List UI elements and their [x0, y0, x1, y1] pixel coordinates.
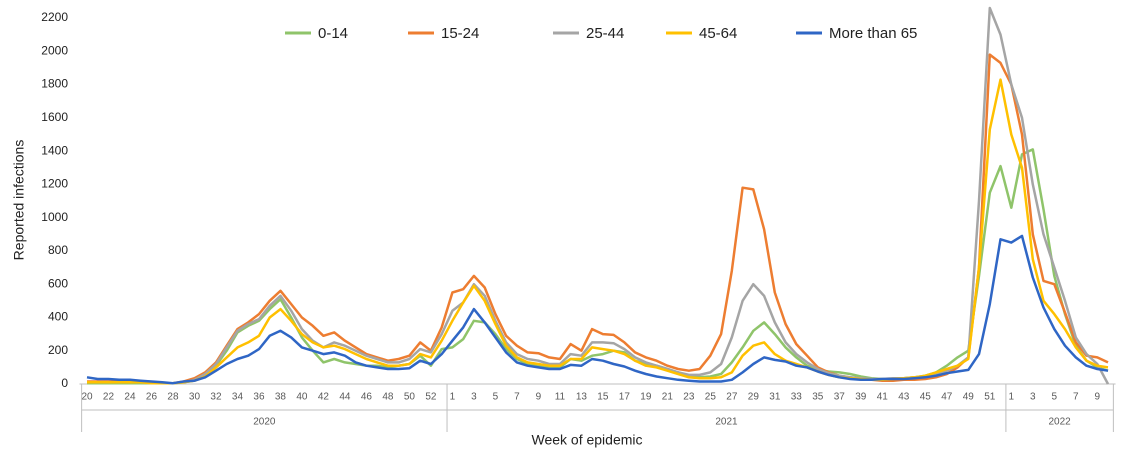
x-tick-label: 45: [920, 392, 932, 403]
x-tick-label: 3: [1030, 392, 1036, 403]
y-tick-label: 2000: [41, 43, 68, 57]
x-tick-label: 7: [1073, 392, 1079, 403]
x-tick-label: 33: [791, 392, 803, 403]
x-tick-label: 21: [662, 392, 674, 403]
x-tick-label: 42: [318, 392, 330, 403]
legend-label: 25-44: [586, 25, 624, 42]
x-tick-label: 5: [1051, 392, 1057, 403]
x-tick-label: 40: [296, 392, 308, 403]
x-tick-label: 36: [253, 392, 265, 403]
x-tick-label: 24: [124, 392, 136, 403]
x-tick-label: 29: [748, 392, 760, 403]
x-tick-label: 5: [493, 392, 499, 403]
y-axis-title: Reported infections: [11, 140, 27, 261]
x-tick-label: 26: [146, 392, 158, 403]
x-tick-label: 46: [361, 392, 373, 403]
y-tick-label: 200: [48, 343, 68, 357]
x-tick-label: 31: [769, 392, 781, 403]
y-tick-label: 1800: [41, 77, 68, 91]
x-axis-title: Week of epidemic: [531, 432, 642, 448]
y-tick-label: 400: [48, 310, 68, 324]
x-tick-label: 23: [683, 392, 695, 403]
x-tick-label: 34: [232, 392, 244, 403]
x-tick-label: 51: [984, 392, 996, 403]
series-line: [87, 78, 1109, 385]
y-tick-label: 1600: [41, 110, 68, 124]
x-tick-label: 32: [210, 392, 222, 403]
x-tick-label: 52: [425, 392, 437, 403]
x-tick-label: 11: [555, 392, 566, 403]
x-tick-label: 28: [167, 392, 179, 403]
y-tick-label: 1400: [41, 143, 68, 157]
x-tick-label: 47: [941, 392, 953, 403]
group-label: 2021: [715, 417, 738, 428]
series-line: [86, 234, 1109, 385]
y-tick-label: 1000: [41, 210, 68, 224]
x-tick-label: 30: [189, 392, 201, 403]
x-tick-label: 3: [471, 392, 477, 403]
legend-label: 15-24: [441, 25, 479, 42]
legend-label: 0-14: [318, 25, 348, 42]
x-tick-label: 35: [812, 392, 824, 403]
legend-label: 45-64: [699, 25, 737, 42]
x-tick-label: 48: [382, 392, 394, 403]
x-tick-label: 15: [597, 392, 609, 403]
x-tick-label: 43: [898, 392, 910, 403]
group-label: 2022: [1049, 417, 1072, 428]
series-line: [87, 53, 1109, 385]
x-tick-label: 22: [103, 392, 115, 403]
y-tick-label: 1200: [41, 177, 68, 191]
x-tick-label: 38: [275, 392, 287, 403]
y-tick-label: 2200: [41, 10, 68, 24]
x-tick-label: 9: [536, 392, 542, 403]
x-tick-label: 27: [726, 392, 738, 403]
y-tick-label: 600: [48, 276, 68, 290]
y-tick-label: 0: [61, 376, 68, 390]
x-tick-label: 49: [963, 392, 975, 403]
x-tick-label: 7: [514, 392, 520, 403]
x-tick-label: 1: [1008, 392, 1014, 403]
x-tick-label: 20: [81, 392, 93, 403]
y-tick-label: 800: [48, 243, 68, 257]
x-tick-label: 9: [1094, 392, 1100, 403]
x-tick-label: 44: [339, 392, 351, 403]
x-tick-label: 37: [834, 392, 846, 403]
legend-label: More than 65: [829, 25, 917, 42]
x-tick-label: 25: [705, 392, 717, 403]
x-tick-label: 50: [404, 392, 416, 403]
x-tick-label: 17: [619, 392, 631, 403]
x-tick-label: 1: [450, 392, 456, 403]
x-tick-label: 41: [877, 392, 889, 403]
x-tick-label: 39: [855, 392, 867, 403]
x-tick-label: 19: [640, 392, 652, 403]
x-tick-label: 13: [576, 392, 588, 403]
group-label: 2020: [253, 417, 276, 428]
